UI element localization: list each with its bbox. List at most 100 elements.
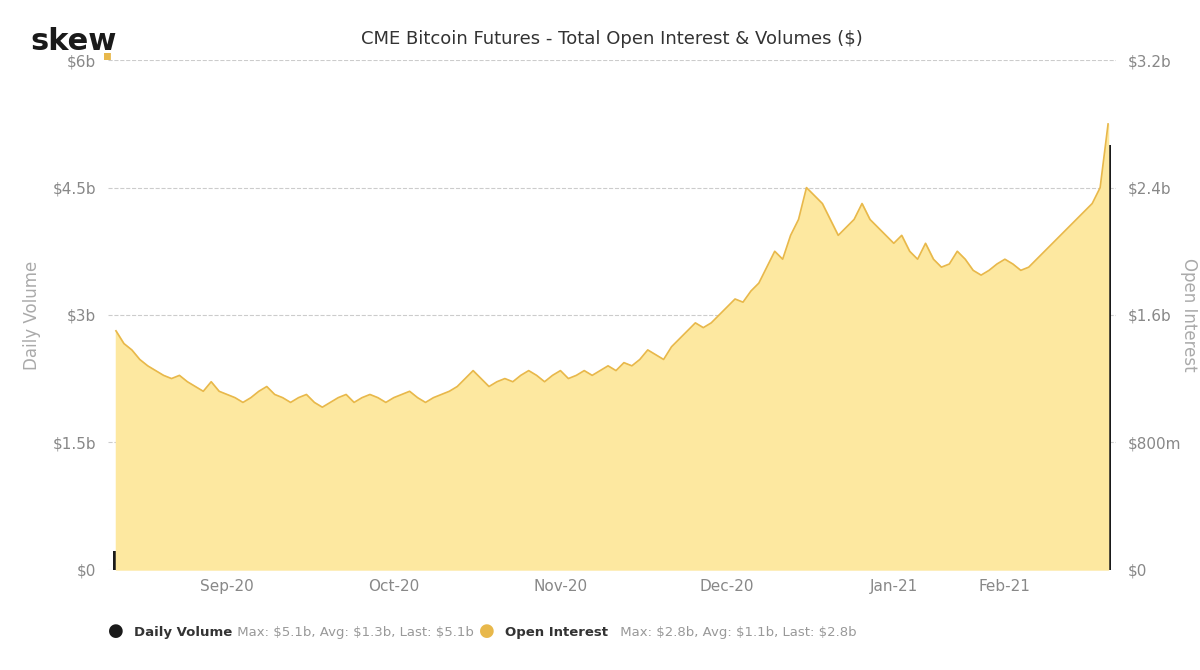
Bar [128,544,134,570]
Bar [557,548,564,570]
Bar [343,551,349,570]
Bar [1042,417,1048,570]
Bar [271,563,278,570]
Bar [541,557,547,570]
Bar [1097,417,1103,570]
Y-axis label: Daily Volume: Daily Volume [24,260,42,370]
Bar [938,468,944,570]
Bar [295,557,301,570]
Bar [613,551,619,570]
Bar [1090,433,1096,570]
Bar [335,554,341,569]
Bar [446,554,452,569]
Text: Max: $5.1b, Avg: $1.3b, Last: $5.1b: Max: $5.1b, Avg: $1.3b, Last: $5.1b [233,626,474,639]
Bar [859,332,865,570]
Bar [113,551,119,570]
Text: Daily Volume: Daily Volume [134,626,233,639]
Bar [438,559,444,569]
Bar [668,417,674,570]
Y-axis label: Open Interest: Open Interest [1180,258,1198,372]
Bar [517,548,524,570]
Bar [605,544,611,570]
Bar [946,433,953,570]
Bar [930,451,937,570]
Bar [1026,417,1032,570]
Bar [653,537,659,570]
Bar [1033,400,1040,570]
Bar [168,557,175,570]
Bar [414,561,421,570]
Text: ●: ● [479,622,494,640]
Bar [431,557,437,570]
Bar [827,332,834,570]
Bar [780,417,786,570]
Bar [470,540,476,569]
Bar [820,298,826,570]
Bar [486,553,492,570]
Bar [502,551,508,570]
Bar [1002,366,1008,570]
Bar [1018,433,1024,570]
Text: Max: $2.8b, Avg: $1.1b, Last: $2.8b: Max: $2.8b, Avg: $1.1b, Last: $2.8b [616,626,857,639]
Bar [176,546,182,570]
Bar [772,357,778,570]
Bar [526,546,532,570]
Bar [574,551,580,570]
Bar [328,559,334,569]
Bar [803,273,810,570]
Bar [708,442,714,570]
Bar [660,542,667,570]
Bar [152,548,158,570]
Text: skew: skew [30,27,116,56]
Bar [835,451,841,570]
Bar [986,417,992,570]
Bar [208,540,215,569]
Bar [1081,400,1087,570]
Bar [581,546,587,570]
Bar [319,563,325,570]
Bar [716,417,722,570]
Bar [390,559,397,569]
Bar [629,540,635,569]
Bar [620,531,628,570]
Bar [700,433,707,570]
Bar [374,561,382,570]
Bar [478,548,485,570]
Title: CME Bitcoin Futures - Total Open Interest & Volumes ($): CME Bitcoin Futures - Total Open Interes… [361,29,863,48]
Bar [550,553,556,570]
Bar [994,383,1000,570]
Bar [462,544,468,570]
Bar [637,535,643,570]
Bar [883,433,889,570]
Bar [398,554,404,569]
Bar [350,561,358,570]
Bar [866,383,874,570]
Bar [247,559,254,569]
Bar [596,548,604,570]
Bar [367,557,373,570]
Bar [192,561,198,570]
Bar [1049,383,1056,570]
Bar [739,433,746,570]
Bar [510,554,516,569]
Bar [851,383,857,570]
Bar [407,551,413,570]
Bar [534,551,540,570]
Bar [890,442,896,570]
Bar [962,417,968,570]
Bar [1057,417,1063,570]
Bar [359,559,365,569]
Bar [287,561,294,570]
Bar [644,523,650,570]
Bar [1073,366,1080,570]
Bar [383,563,389,570]
Bar [724,332,731,570]
Bar [914,442,920,570]
Bar [796,332,802,570]
Bar [677,400,683,570]
Bar [232,557,238,570]
Bar [422,563,428,570]
Bar [842,417,850,570]
Bar [144,563,151,570]
Bar [240,561,246,570]
